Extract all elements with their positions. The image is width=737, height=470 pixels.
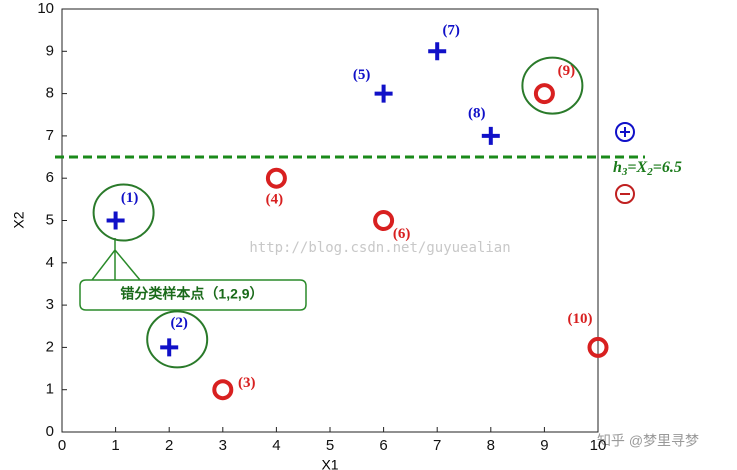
legend-positive-ring (615, 122, 635, 142)
boundary-label-part: h (613, 159, 622, 176)
plus-point (428, 42, 447, 61)
circle-point (265, 167, 287, 189)
plot-frame (61, 8, 599, 433)
point-label: (5) (353, 67, 371, 83)
boundary-label: h3=X2=6.5 (613, 159, 682, 178)
plus-point (481, 126, 500, 145)
point-label: (8) (468, 105, 486, 121)
x-tick-label: 6 (379, 437, 387, 454)
plus-point (106, 211, 125, 230)
x-axis-label: X1 (321, 457, 338, 470)
x-tick-label: 8 (487, 437, 495, 454)
y-tick-label: 0 (46, 423, 54, 440)
callout-text: 错分类样本点（1,2,9） (120, 286, 263, 302)
y-tick-label: 3 (46, 296, 54, 313)
x-tick-label: 2 (165, 437, 173, 454)
point-label: (3) (238, 375, 256, 391)
legend-positive-sign (620, 127, 630, 137)
x-tick-label: 5 (326, 437, 334, 454)
watermark: http://blog.csdn.net/guyuealian (249, 240, 510, 256)
x-tick-label: 7 (433, 437, 441, 454)
misclassified-ring (146, 310, 209, 369)
circle-point (212, 379, 234, 401)
legend-negative-ring (615, 184, 635, 204)
point-label: (9) (558, 63, 576, 79)
point-label: (10) (568, 311, 593, 327)
circle-point (587, 336, 609, 358)
x-tick-label: 4 (272, 437, 280, 454)
y-tick-label: 2 (46, 338, 54, 355)
x-tick-label: 9 (540, 437, 548, 454)
x-tick-label: 3 (219, 437, 227, 454)
point-label: (1) (121, 190, 139, 206)
y-tick-label: 7 (46, 127, 54, 144)
boundary-label-part: =X (627, 159, 647, 176)
callout-box (79, 238, 307, 311)
y-tick-label: 6 (46, 169, 54, 186)
point-label: (2) (170, 315, 188, 331)
point-label: (6) (393, 226, 411, 242)
misclassified-ring (92, 183, 155, 242)
boundary-label-part: =6.5 (653, 159, 682, 176)
y-tick-label: 8 (46, 85, 54, 102)
boundary-label-subscript: 2 (646, 166, 653, 178)
x-tick-label: 1 (111, 437, 119, 454)
x-tick-label: 0 (58, 437, 66, 454)
y-tick-label: 10 (37, 0, 54, 17)
y-tick-label: 4 (46, 254, 54, 271)
y-tick-label: 9 (46, 42, 54, 59)
circle-point (373, 210, 395, 231)
x-tick-label: 10 (590, 437, 607, 454)
source-watermark: 知乎 @梦里寻梦 (597, 433, 699, 449)
y-tick-label: 1 (46, 381, 54, 398)
circle-point (533, 83, 555, 105)
point-label: (4) (266, 192, 284, 208)
misclassified-ring (521, 56, 584, 115)
boundary-label-subscript: 3 (621, 166, 628, 178)
y-tick-label: 5 (46, 211, 54, 228)
plus-point (374, 84, 393, 103)
plus-point (160, 338, 179, 357)
point-label: (7) (442, 23, 460, 39)
y-axis-label: X2 (11, 211, 27, 228)
